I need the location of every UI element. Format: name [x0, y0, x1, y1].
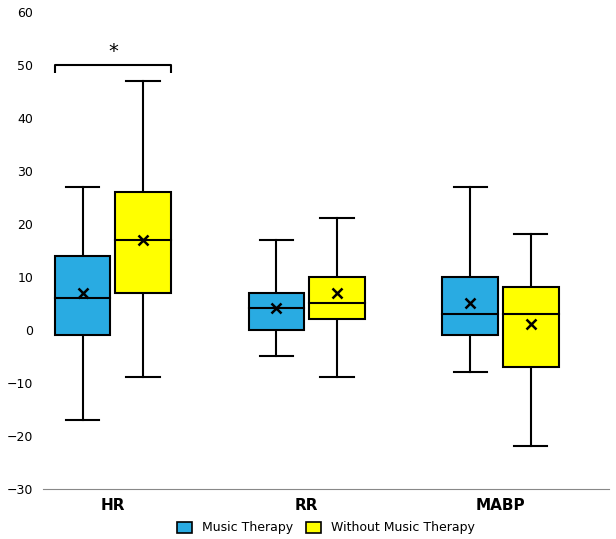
- Bar: [309, 277, 365, 319]
- Bar: [248, 293, 304, 330]
- Bar: [55, 255, 110, 335]
- Text: *: *: [108, 42, 118, 61]
- Bar: [442, 277, 498, 335]
- Legend: Music Therapy, Without Music Therapy: Music Therapy, Without Music Therapy: [172, 516, 480, 539]
- Bar: [503, 287, 559, 367]
- Bar: [115, 192, 171, 293]
